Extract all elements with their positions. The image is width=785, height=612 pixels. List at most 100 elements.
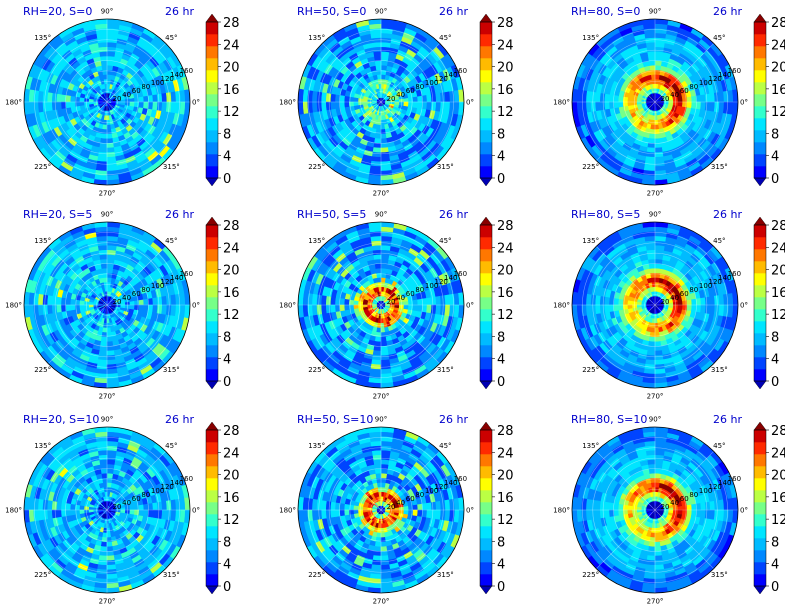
colorbar-tick-label: 12 xyxy=(497,105,514,120)
colorbar-segment xyxy=(480,118,492,131)
field-cell xyxy=(380,286,385,292)
panel-title: RH=80, S=5 xyxy=(571,208,640,221)
angle-tick-label: 225° xyxy=(34,366,51,374)
colorbar-segment xyxy=(754,321,766,334)
panel-title: RH=50, S=0 xyxy=(297,5,366,18)
colorbar-extend-min xyxy=(205,380,219,390)
colorbar-extend-max xyxy=(479,13,493,23)
field-cell xyxy=(627,97,633,103)
field-cell xyxy=(622,96,629,103)
radial-tick-label: 140 xyxy=(170,71,183,79)
radial-tick-label: 120 xyxy=(161,75,174,83)
field-cell xyxy=(101,128,108,135)
field-cell xyxy=(407,101,414,108)
field-cell xyxy=(648,138,656,144)
field-cell xyxy=(329,296,336,306)
field-cell xyxy=(106,74,112,80)
colorbar-tick-label: 20 xyxy=(497,264,514,279)
angle-tick-label: 315° xyxy=(711,163,728,171)
colorbar-segment xyxy=(206,166,218,179)
field-cell xyxy=(603,93,610,103)
angle-tick-label: 90° xyxy=(649,211,661,219)
colorbar-tick-label: 20 xyxy=(223,61,240,76)
field-cell xyxy=(106,87,110,94)
field-cell xyxy=(103,115,108,121)
field-cell xyxy=(613,95,619,103)
field-cell xyxy=(152,101,159,111)
field-cell xyxy=(100,138,108,144)
field-cell xyxy=(677,101,683,107)
colorbar-segment xyxy=(754,118,766,131)
field-cell xyxy=(69,95,76,103)
field-cell xyxy=(65,298,71,306)
field-cell xyxy=(654,74,660,80)
angular-gridline xyxy=(380,101,440,161)
colorbar-tick-label: 16 xyxy=(223,83,240,98)
field-cell xyxy=(700,101,707,111)
colorbar-extend-min xyxy=(753,380,767,390)
field-cell xyxy=(617,95,624,103)
radial-tick-label: 100 xyxy=(425,79,438,87)
field-cell xyxy=(603,304,610,314)
angle-tick-label: 90° xyxy=(375,8,387,16)
colorbar-segment xyxy=(206,369,218,382)
colorbar-segment xyxy=(480,82,492,95)
field-cell xyxy=(143,95,149,103)
radial-tick-label: 60 xyxy=(406,290,415,298)
field-cell xyxy=(74,96,81,103)
colorbar-segment xyxy=(206,106,218,119)
colorbar-tick-label: 8 xyxy=(497,330,505,345)
colorbar-tick-label: 8 xyxy=(223,330,231,345)
field-cell xyxy=(100,341,108,347)
colorbar-tick-label: 24 xyxy=(223,241,240,256)
field-cell xyxy=(417,95,423,103)
field-cell xyxy=(106,147,116,154)
angle-tick-label: 90° xyxy=(375,211,387,219)
field-cell xyxy=(98,350,108,357)
field-cell xyxy=(403,304,409,310)
angle-tick-label: 90° xyxy=(101,8,113,16)
field-cell xyxy=(353,300,359,306)
colorbar-segment xyxy=(754,285,766,298)
colorbar-segment xyxy=(480,58,492,71)
field-cell xyxy=(343,95,350,103)
colorbar-tick-label: 12 xyxy=(497,308,514,323)
field-cell xyxy=(652,110,656,117)
field-cell xyxy=(106,263,114,269)
field-cell xyxy=(380,83,385,89)
field-cell xyxy=(133,101,140,108)
colorbar-segment xyxy=(480,261,492,274)
field-cell xyxy=(654,60,662,66)
field-cell xyxy=(613,298,619,306)
field-cell xyxy=(100,60,108,66)
field-cell xyxy=(646,253,656,260)
field-cell xyxy=(55,101,62,111)
colorbar-segment xyxy=(480,142,492,155)
field-cell xyxy=(374,133,382,140)
field-cell xyxy=(372,253,382,260)
field-cell xyxy=(375,331,382,338)
angle-tick-label: 180° xyxy=(5,99,22,107)
colorbar-extend-max xyxy=(205,13,219,23)
colorbar-segment xyxy=(206,22,218,35)
polar-panel: 20 40 60 80 10012014016090°45°0°315°270°225°… xyxy=(5,208,239,401)
field-cell xyxy=(403,101,409,107)
radial-tick-label: 40 xyxy=(396,294,405,302)
colorbar-segment xyxy=(754,357,766,370)
radial-tick-label: 40 xyxy=(396,91,405,99)
colorbar-tick-label: 20 xyxy=(497,61,514,76)
angle-tick-label: 270° xyxy=(647,190,664,198)
angle-tick-label: 180° xyxy=(279,99,296,107)
field-cell xyxy=(152,304,159,314)
angle-tick-label: 225° xyxy=(308,366,325,374)
field-cell xyxy=(362,301,368,306)
field-cell xyxy=(426,296,433,306)
field-cell xyxy=(374,60,382,66)
field-cell xyxy=(648,336,656,343)
colorbar-segment xyxy=(480,225,492,238)
radial-tick-label: 40 xyxy=(122,294,131,302)
field-cell xyxy=(412,101,419,109)
angle-tick-label: 135° xyxy=(582,34,599,42)
